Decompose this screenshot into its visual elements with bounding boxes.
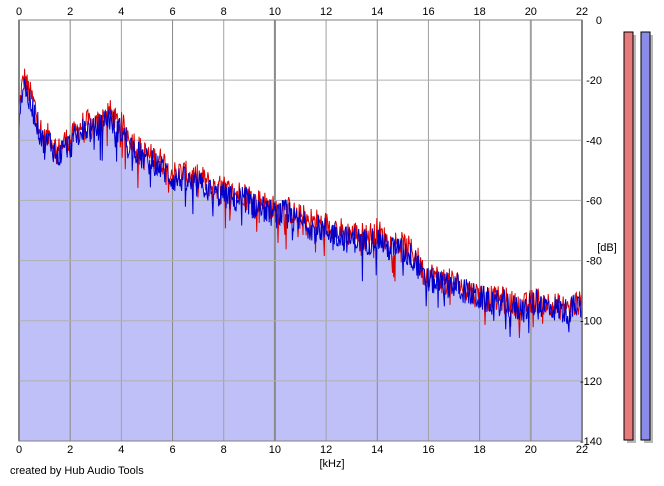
x-tick-label-bottom: 18 bbox=[474, 444, 486, 456]
x-tick-label-top: 2 bbox=[67, 6, 73, 18]
x-tick-label-bottom: 16 bbox=[422, 444, 434, 456]
y-tick-label: -140 bbox=[580, 436, 602, 448]
x-tick-label-top: 8 bbox=[221, 6, 227, 18]
x-tick-label-top: 16 bbox=[422, 6, 434, 18]
x-tick-label-bottom: 0 bbox=[16, 444, 22, 456]
y-tick-label: -40 bbox=[586, 135, 602, 147]
x-tick-label-bottom: 12 bbox=[320, 444, 332, 456]
plot-frame bbox=[18, 19, 583, 442]
meter-right-bar bbox=[640, 31, 651, 441]
meter-left-bar bbox=[623, 31, 634, 441]
x-tick-label-top: 12 bbox=[320, 6, 332, 18]
x-tick-label-top: 0 bbox=[16, 6, 22, 18]
x-tick-label-top: 10 bbox=[269, 6, 281, 18]
y-tick-label: -80 bbox=[586, 256, 602, 268]
y-tick-label: -100 bbox=[580, 316, 602, 328]
x-axis-label: [kHz] bbox=[319, 458, 344, 470]
y-tick-label: 0 bbox=[596, 15, 602, 27]
x-tick-label-top: 6 bbox=[169, 6, 175, 18]
x-tick-label-top: 22 bbox=[576, 6, 588, 18]
x-tick-label-bottom: 22 bbox=[576, 444, 588, 456]
y-tick-label: -120 bbox=[580, 376, 602, 388]
x-tick-label-bottom: 10 bbox=[269, 444, 281, 456]
x-tick-label-top: 18 bbox=[474, 6, 486, 18]
x-tick-label-top: 4 bbox=[118, 6, 124, 18]
x-tick-label-bottom: 4 bbox=[118, 444, 124, 456]
x-tick-label-top: 14 bbox=[371, 6, 383, 18]
x-tick-label-bottom: 2 bbox=[67, 444, 73, 456]
axes: 002244668810101212141416161818202022220-… bbox=[16, 6, 602, 456]
y-tick-label: -60 bbox=[586, 195, 602, 207]
x-tick-label-bottom: 14 bbox=[371, 444, 383, 456]
y-tick-label: -20 bbox=[586, 75, 602, 87]
y-axis-label: [dB] bbox=[597, 242, 617, 254]
x-tick-label-bottom: 8 bbox=[221, 444, 227, 456]
level-meters bbox=[623, 31, 653, 443]
x-tick-label-top: 20 bbox=[525, 6, 537, 18]
x-tick-label-bottom: 6 bbox=[169, 444, 175, 456]
series-right-line bbox=[18, 78, 583, 337]
x-tick-label-bottom: 20 bbox=[525, 444, 537, 456]
credit-text: created by Hub Audio Tools bbox=[10, 465, 144, 477]
